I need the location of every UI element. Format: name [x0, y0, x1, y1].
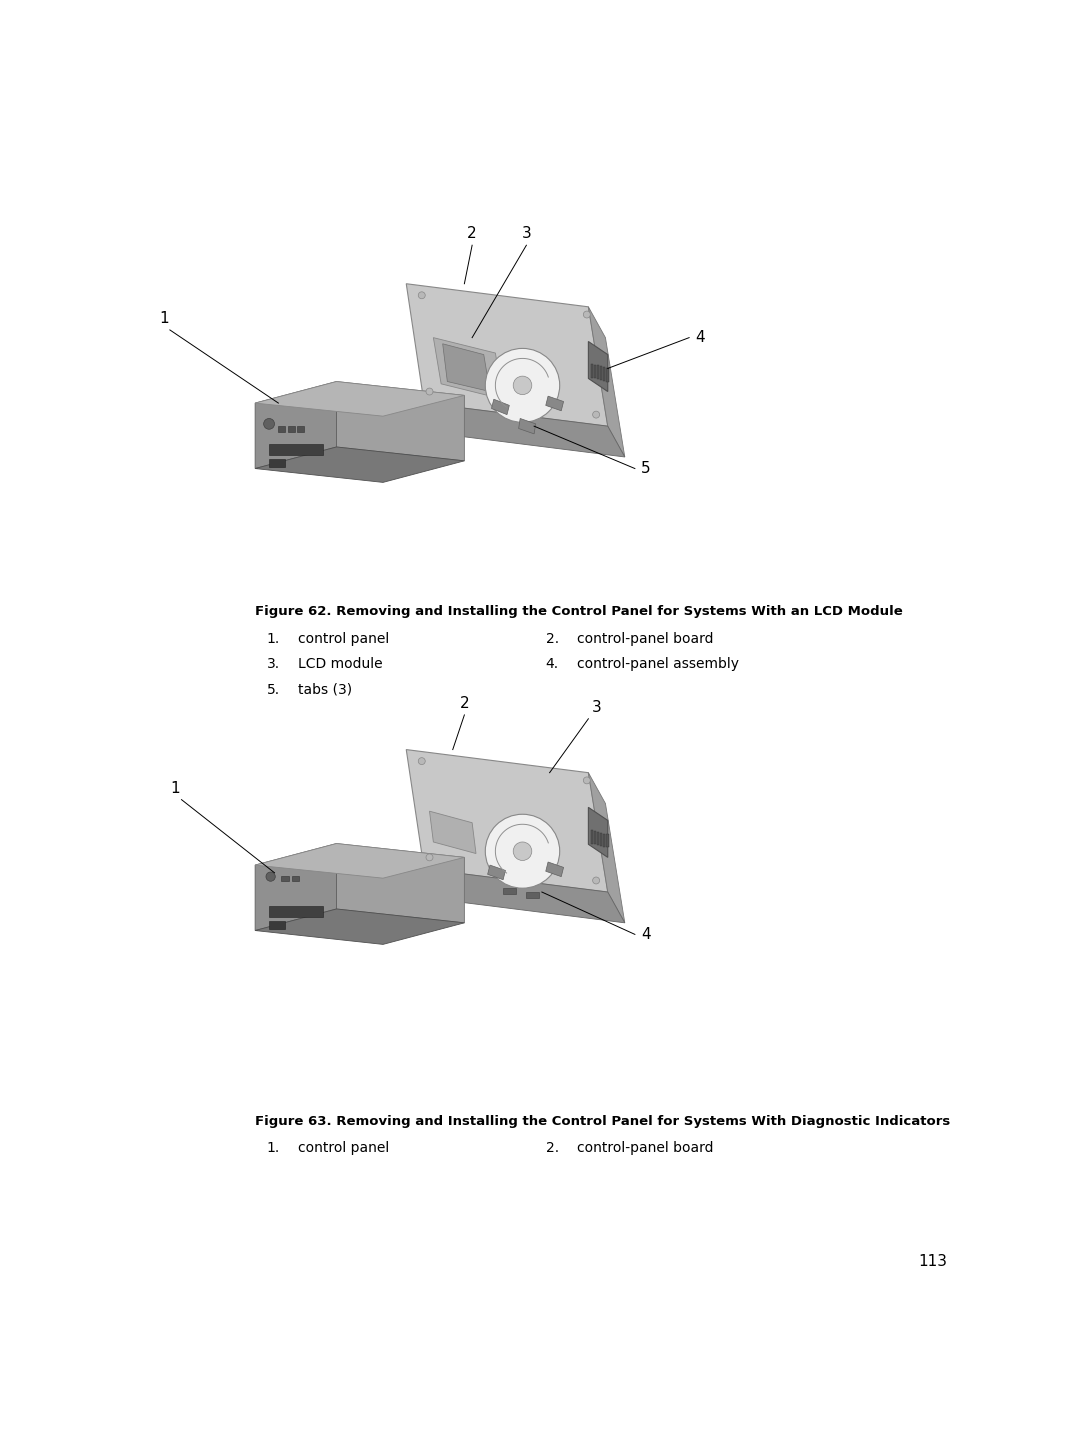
Polygon shape [589, 773, 625, 923]
Polygon shape [433, 337, 503, 399]
Polygon shape [589, 341, 608, 391]
Polygon shape [430, 812, 476, 853]
Polygon shape [545, 862, 564, 876]
Text: tabs (3): tabs (3) [298, 683, 352, 697]
Circle shape [593, 412, 599, 419]
Circle shape [426, 389, 433, 394]
Bar [287, 426, 295, 432]
Circle shape [513, 376, 531, 394]
Polygon shape [255, 381, 464, 416]
Text: 4: 4 [696, 330, 705, 346]
Polygon shape [255, 843, 337, 931]
Bar [297, 426, 303, 432]
Text: 2.: 2. [545, 1140, 558, 1154]
Bar [606, 835, 608, 847]
Bar [269, 921, 284, 929]
Bar [594, 364, 596, 379]
Text: 3: 3 [522, 227, 531, 241]
Polygon shape [589, 807, 608, 858]
Bar [597, 366, 599, 379]
Bar [603, 367, 606, 381]
Bar [503, 888, 515, 895]
Polygon shape [337, 381, 464, 460]
Bar [526, 892, 539, 898]
Bar [279, 426, 285, 432]
Circle shape [583, 777, 591, 784]
Text: control-panel board: control-panel board [577, 632, 713, 645]
Bar [269, 459, 284, 467]
Bar [269, 906, 323, 916]
Polygon shape [518, 419, 536, 435]
Polygon shape [488, 865, 505, 879]
Circle shape [418, 291, 426, 298]
Text: 2: 2 [468, 227, 477, 241]
Polygon shape [545, 396, 564, 410]
Circle shape [485, 815, 559, 888]
Text: 2: 2 [460, 695, 469, 711]
Circle shape [485, 348, 559, 423]
Polygon shape [424, 869, 625, 923]
Text: control-panel board: control-panel board [577, 1140, 713, 1154]
Bar [282, 876, 289, 882]
Polygon shape [255, 381, 337, 469]
Text: control panel: control panel [298, 632, 389, 645]
Polygon shape [424, 403, 625, 457]
Bar [269, 445, 323, 455]
Circle shape [593, 878, 599, 883]
Circle shape [513, 842, 531, 860]
Bar [603, 833, 606, 846]
Bar [600, 833, 603, 846]
Polygon shape [491, 399, 510, 414]
Text: 1.: 1. [267, 632, 280, 645]
Text: 3: 3 [592, 700, 602, 716]
Circle shape [583, 311, 591, 318]
Text: 113: 113 [919, 1255, 948, 1269]
Text: control-panel assembly: control-panel assembly [577, 657, 739, 671]
Text: 5.: 5. [267, 683, 280, 697]
Bar [591, 364, 593, 377]
Text: 5: 5 [642, 460, 650, 476]
Polygon shape [443, 344, 490, 391]
Text: 4.: 4. [545, 657, 558, 671]
Polygon shape [406, 750, 608, 892]
Bar [606, 367, 608, 381]
Circle shape [418, 757, 426, 764]
Bar [597, 832, 599, 845]
Polygon shape [337, 843, 464, 923]
Polygon shape [406, 284, 608, 426]
Polygon shape [255, 909, 464, 945]
Text: 1.: 1. [267, 1140, 280, 1154]
Polygon shape [589, 307, 625, 457]
Text: control panel: control panel [298, 1140, 389, 1154]
Bar [594, 832, 596, 845]
Bar [600, 366, 603, 380]
Text: Figure 63. Removing and Installing the Control Panel for Systems With Diagnostic: Figure 63. Removing and Installing the C… [255, 1116, 950, 1129]
Circle shape [264, 419, 274, 429]
Text: Figure 62. Removing and Installing the Control Panel for Systems With an LCD Mod: Figure 62. Removing and Installing the C… [255, 605, 903, 618]
Text: LCD module: LCD module [298, 657, 382, 671]
Circle shape [426, 853, 433, 860]
Bar [292, 876, 299, 882]
Polygon shape [255, 843, 464, 878]
Text: 2.: 2. [545, 632, 558, 645]
Polygon shape [255, 447, 464, 482]
Text: 1: 1 [171, 780, 180, 796]
Bar [591, 830, 593, 843]
Text: 4: 4 [642, 926, 650, 942]
Circle shape [266, 872, 275, 882]
Text: 3.: 3. [267, 657, 280, 671]
Text: 1: 1 [159, 311, 168, 326]
